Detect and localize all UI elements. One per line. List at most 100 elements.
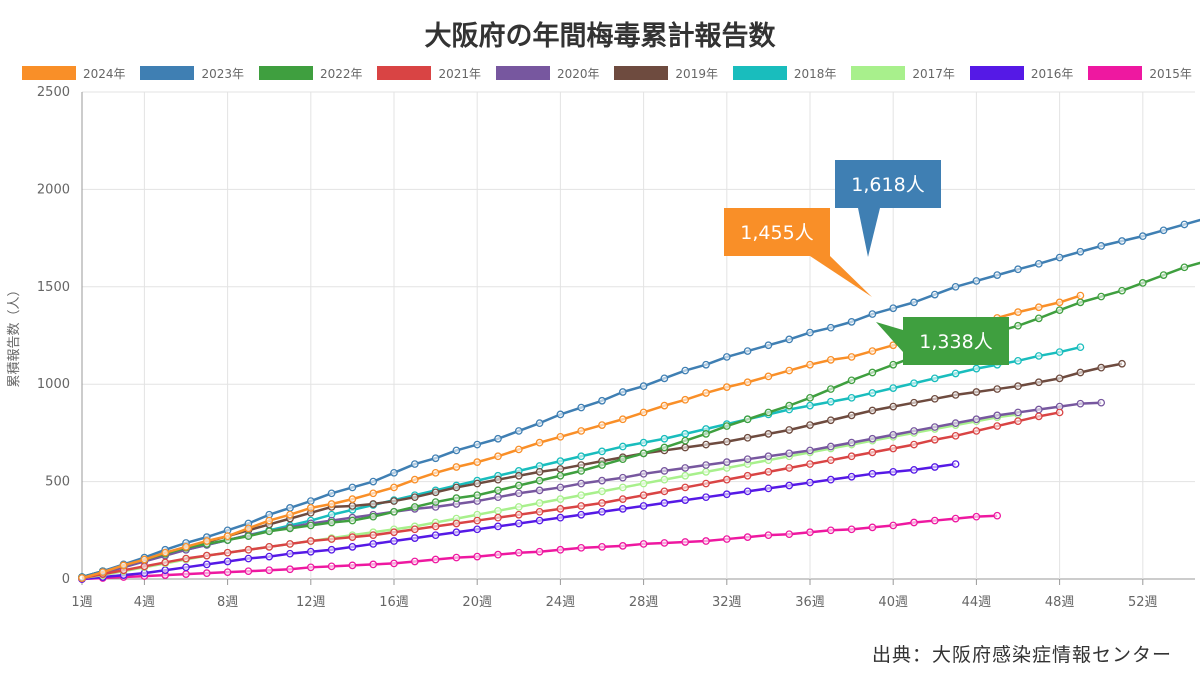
data-point[interactable]	[223, 532, 232, 540]
data-point[interactable]	[535, 507, 544, 516]
data-point[interactable]	[868, 448, 877, 457]
data-point[interactable]	[930, 290, 939, 299]
legend-item-9[interactable]: 2015年	[1088, 65, 1192, 82]
legend-item-2[interactable]: 2022年	[258, 65, 363, 82]
data-point[interactable]	[951, 391, 960, 399]
data-point[interactable]	[161, 558, 170, 567]
data-point[interactable]	[514, 427, 523, 435]
data-point[interactable]	[702, 493, 710, 502]
data-point[interactable]	[369, 489, 378, 498]
data-point[interactable]	[556, 513, 565, 522]
data-point[interactable]	[722, 475, 731, 484]
data-point[interactable]	[785, 449, 794, 458]
data-point[interactable]	[286, 540, 294, 548]
data-point[interactable]	[556, 471, 565, 480]
data-point[interactable]	[785, 335, 794, 344]
data-point[interactable]	[369, 477, 378, 486]
data-point[interactable]	[348, 561, 357, 570]
data-point[interactable]	[681, 538, 690, 546]
data-point[interactable]	[390, 507, 398, 516]
data-point[interactable]	[1076, 343, 1085, 352]
data-point[interactable]	[390, 468, 398, 477]
data-point[interactable]	[598, 507, 606, 516]
data-point[interactable]	[119, 561, 128, 570]
data-point[interactable]	[826, 526, 835, 535]
data-point[interactable]	[369, 540, 378, 548]
data-point[interactable]	[390, 559, 398, 568]
data-point[interactable]	[681, 395, 690, 404]
data-point[interactable]	[660, 499, 669, 507]
data-point[interactable]	[1055, 253, 1064, 262]
data-point[interactable]	[889, 521, 898, 530]
data-point[interactable]	[1097, 242, 1106, 250]
data-point[interactable]	[78, 574, 86, 582]
data-point[interactable]	[182, 543, 190, 551]
data-point[interactable]	[806, 401, 814, 410]
legend-item-5[interactable]: 2019年	[614, 65, 718, 82]
data-point[interactable]	[618, 442, 627, 451]
data-point[interactable]	[348, 483, 357, 492]
data-point[interactable]	[868, 310, 877, 318]
data-point[interactable]	[369, 512, 378, 521]
data-point[interactable]	[681, 366, 690, 375]
data-point[interactable]	[889, 430, 898, 439]
data-point[interactable]	[660, 401, 669, 410]
data-point[interactable]	[930, 394, 939, 403]
data-point[interactable]	[598, 499, 606, 507]
data-point[interactable]	[202, 569, 211, 578]
data-point[interactable]	[306, 504, 315, 512]
data-point[interactable]	[577, 491, 586, 500]
data-point[interactable]	[1180, 263, 1189, 272]
data-point[interactable]	[306, 497, 315, 505]
data-point[interactable]	[702, 440, 710, 449]
data-point[interactable]	[1055, 348, 1064, 356]
data-point[interactable]	[1138, 279, 1147, 287]
data-point[interactable]	[598, 476, 606, 485]
data-point[interactable]	[702, 461, 710, 469]
legend-item-3[interactable]: 2021年	[377, 65, 481, 82]
data-point[interactable]	[847, 438, 856, 447]
data-point[interactable]	[910, 298, 918, 307]
data-point[interactable]	[910, 466, 918, 474]
data-point[interactable]	[535, 499, 544, 507]
data-point[interactable]	[410, 534, 419, 542]
data-point[interactable]	[993, 411, 1002, 420]
data-point[interactable]	[598, 396, 606, 405]
data-point[interactable]	[514, 510, 523, 519]
data-point[interactable]	[951, 514, 960, 523]
data-point[interactable]	[535, 486, 544, 495]
data-point[interactable]	[764, 430, 773, 438]
data-point[interactable]	[514, 548, 523, 557]
data-point[interactable]	[826, 475, 835, 484]
data-point[interactable]	[639, 469, 648, 478]
data-point[interactable]	[410, 475, 419, 484]
data-point[interactable]	[660, 374, 669, 383]
data-point[interactable]	[452, 494, 461, 503]
data-point[interactable]	[1055, 408, 1064, 417]
data-point[interactable]	[1180, 220, 1189, 229]
data-point[interactable]	[244, 554, 253, 563]
data-point[interactable]	[202, 560, 211, 569]
data-point[interactable]	[265, 566, 274, 575]
data-point[interactable]	[889, 360, 898, 369]
data-point[interactable]	[390, 483, 398, 492]
data-point[interactable]	[494, 513, 502, 522]
data-point[interactable]	[265, 552, 274, 561]
legend-item-0[interactable]: 2024年	[22, 65, 126, 82]
data-point[interactable]	[1014, 408, 1022, 417]
data-point[interactable]	[556, 457, 565, 465]
data-point[interactable]	[431, 488, 440, 497]
data-point[interactable]	[1034, 378, 1043, 387]
data-point[interactable]	[972, 388, 981, 396]
data-point[interactable]	[639, 382, 648, 390]
data-point[interactable]	[618, 415, 627, 424]
data-point[interactable]	[327, 489, 336, 498]
data-point[interactable]	[286, 565, 294, 574]
data-point[interactable]	[1055, 374, 1064, 383]
data-point[interactable]	[1076, 291, 1085, 300]
data-point[interactable]	[306, 547, 315, 556]
data-point[interactable]	[514, 489, 523, 498]
data-point[interactable]	[202, 551, 211, 560]
legend-item-6[interactable]: 2018年	[732, 65, 836, 82]
data-point[interactable]	[806, 460, 814, 468]
